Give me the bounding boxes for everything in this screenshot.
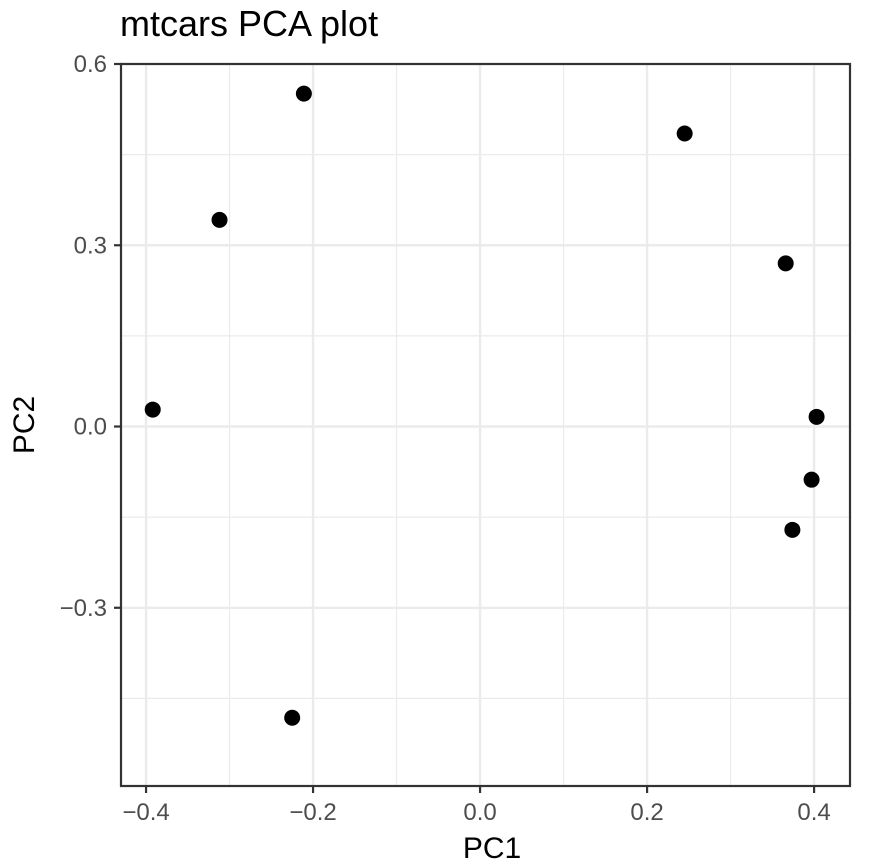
minor-gridlines — [121, 64, 850, 786]
x-tick-label: 0.2 — [630, 799, 663, 826]
data-point — [295, 85, 312, 102]
y-axis-ticks: −0.3 0.0 0.3 0.6 — [60, 51, 121, 622]
y-tick-label: 0.3 — [74, 232, 107, 259]
data-point — [777, 255, 794, 272]
x-axis-title: PC1 — [463, 832, 521, 865]
x-tick-label: 0.4 — [797, 799, 830, 826]
y-tick-label: 0.0 — [74, 414, 107, 441]
data-point — [808, 408, 825, 425]
plot-panel-background — [121, 64, 850, 786]
data-point — [144, 401, 161, 418]
x-tick-label: 0.0 — [463, 799, 496, 826]
data-point — [211, 211, 228, 228]
data-point — [784, 521, 801, 538]
data-point — [803, 471, 820, 488]
y-tick-label: 0.6 — [74, 51, 107, 78]
x-tick-label: −0.4 — [122, 799, 169, 826]
data-points — [144, 85, 825, 726]
data-point — [284, 709, 301, 726]
y-axis-title: PC2 — [8, 396, 41, 454]
data-point — [676, 125, 693, 142]
y-tick-label: −0.3 — [60, 595, 107, 622]
x-tick-label: −0.2 — [289, 799, 336, 826]
plot-panel-border — [119, 62, 852, 788]
x-axis-ticks: −0.4 −0.2 0.0 0.2 0.4 — [122, 786, 831, 826]
chart-title: mtcars PCA plot — [120, 3, 378, 44]
